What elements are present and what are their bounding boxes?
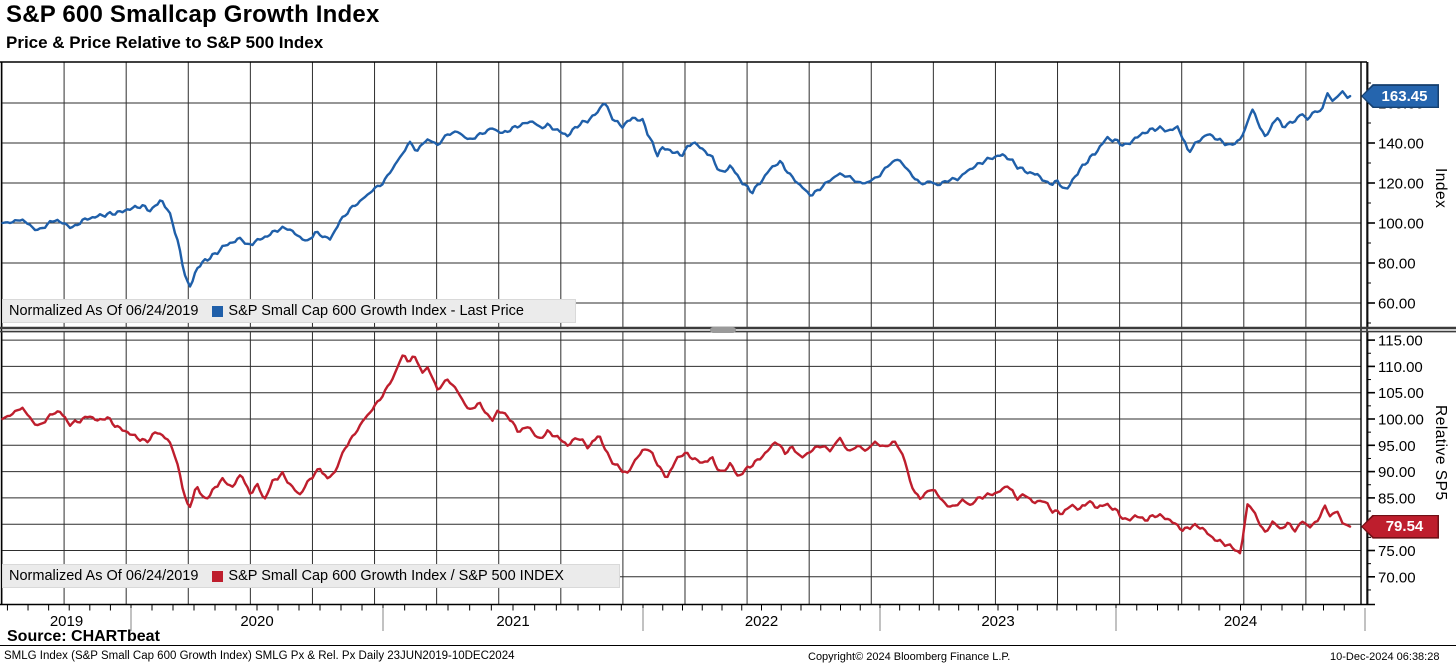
top-legend-normalized-label: Normalized As Of 06/24/2019	[9, 303, 199, 319]
red-series-swatch	[212, 570, 224, 582]
footer-source: Source: CHARTbeat	[7, 628, 160, 645]
bottom-last-price-value: 79.54	[1362, 516, 1438, 538]
bottom-last-price-tag: 79.54	[1361, 514, 1439, 539]
svg-text:120.00: 120.00	[1378, 176, 1424, 193]
bottom-legend-series-label: S&P Small Cap 600 Growth Index / S&P 500…	[228, 568, 564, 584]
panel-divider-handle[interactable]	[710, 326, 736, 333]
blue-series-swatch	[212, 305, 224, 317]
footer-copyright: Copyright© 2024 Bloomberg Finance L.P.	[808, 651, 1011, 663]
svg-text:60.00: 60.00	[1378, 296, 1416, 313]
relative-axis-title: Relative SP5	[1432, 405, 1449, 501]
bottom-series-line	[1, 354, 1352, 555]
svg-text:115.00: 115.00	[1378, 333, 1423, 350]
svg-text:95.00: 95.00	[1378, 438, 1416, 455]
svg-text:100.00: 100.00	[1378, 216, 1424, 233]
footer-timestamp: 10-Dec-2024 06:38:28	[1330, 651, 1440, 663]
svg-text:85.00: 85.00	[1378, 490, 1416, 507]
index-axis-title: Index	[1432, 168, 1449, 209]
svg-text:75.00: 75.00	[1378, 543, 1416, 560]
top-legend: Normalized As Of 06/24/2019 S&P Small Ca…	[2, 299, 576, 323]
top-last-price-value: 163.45	[1362, 85, 1438, 107]
grid	[1, 62, 1369, 604]
year-label-2024: 2024	[1224, 613, 1257, 630]
bottom-legend: Normalized As Of 06/24/2019 S&P Small Ca…	[2, 564, 620, 588]
svg-text:105.00: 105.00	[1378, 385, 1424, 402]
svg-text:80.00: 80.00	[1378, 256, 1416, 273]
page-title: S&P 600 Smallcap Growth Index	[6, 1, 380, 28]
year-label-2020: 2020	[240, 613, 273, 630]
year-label-2021: 2021	[496, 613, 529, 630]
footer-description: SMLG Index (S&P Small Cap 600 Growth Ind…	[4, 650, 515, 662]
svg-text:140.00: 140.00	[1378, 136, 1424, 153]
year-label-2022: 2022	[745, 613, 778, 630]
svg-text:90.00: 90.00	[1378, 464, 1416, 481]
year-label-2023: 2023	[981, 613, 1014, 630]
top-last-price-tag: 163.45	[1361, 84, 1439, 109]
top-series-line	[1, 90, 1352, 288]
svg-text:70.00: 70.00	[1378, 569, 1416, 586]
page-subtitle: Price & Price Relative to S&P 500 Index	[6, 33, 324, 52]
top-legend-series-label: S&P Small Cap 600 Growth Index - Last Pr…	[228, 303, 524, 319]
x-axis: 2019 2020 2021 2022 2023 2024	[6, 604, 1366, 631]
plot-frame	[0, 61, 1375, 606]
svg-text:100.00: 100.00	[1378, 412, 1424, 429]
bottom-legend-normalized-label: Normalized As Of 06/24/2019	[9, 568, 199, 584]
svg-text:110.00: 110.00	[1378, 359, 1423, 376]
year-label-2019: 2019	[50, 613, 83, 630]
